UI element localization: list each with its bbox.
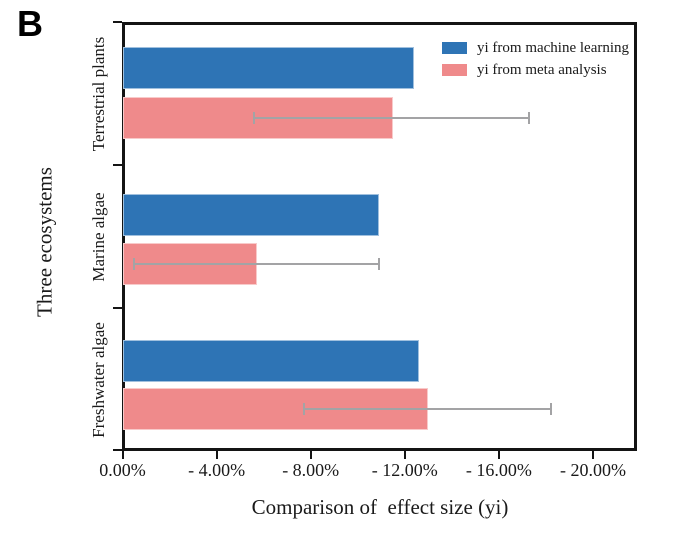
x-tick-label-16: - 16.00% [465, 460, 532, 480]
x-tick-mark-8 [309, 451, 312, 459]
bar-freshwater-algae-yi-from-meta-analysis [122, 388, 429, 430]
error-bar-marine-algae [134, 263, 379, 265]
plot-area-border [122, 22, 637, 451]
x-tick-label-12: - 12.00% [371, 460, 438, 480]
error-bar-cap-terrestrial-plants-high [528, 112, 531, 124]
bar-terrestrial-plants-yi-from-machine-learning [122, 47, 415, 89]
error-bar-cap-marine-algae-low [133, 258, 136, 270]
x-tick-label-0: 0.00% [99, 460, 146, 480]
x-tick-mark-20 [591, 451, 594, 459]
x-tick-label-4: - 4.00% [188, 460, 246, 480]
error-bar-cap-freshwater-algae-high [549, 403, 552, 415]
x-tick-mark-4 [215, 451, 218, 459]
legend: yi from machine learning yi from meta an… [442, 39, 630, 85]
y-category-label-freshwater-algae: Freshwater algae [89, 321, 108, 438]
legend-item-meta-analysis: yi from meta analysis [442, 61, 629, 78]
legend-label-meta-analysis: yi from meta analysis [477, 61, 607, 78]
x-tick-label-8: - 8.00% [282, 460, 340, 480]
y-axis-title: Three ecosystems [32, 167, 57, 317]
error-bar-cap-marine-algae-high [377, 258, 380, 270]
x-tick-mark-12 [403, 451, 406, 459]
x-axis-title: Comparison of effect size (yi) [251, 495, 509, 519]
bar-marine-algae-yi-from-machine-learning [122, 194, 379, 236]
y-tick-mark-2 [112, 307, 122, 309]
legend-label-machine-learning: yi from machine learning [477, 39, 630, 56]
legend-swatch-meta-analysis [442, 64, 467, 76]
error-bar-cap-terrestrial-plants-low [253, 112, 256, 124]
panel-label: B [17, 3, 43, 44]
y-tick-mark-0 [112, 21, 122, 23]
error-bar-cap-freshwater-algae-low [302, 403, 305, 415]
x-tick-label-20: - 20.00% [559, 460, 626, 480]
legend-swatch-machine-learning [442, 42, 467, 54]
x-tick-mark-16 [497, 451, 500, 459]
y-tick-mark-1 [112, 164, 122, 166]
legend-item-machine-learning: yi from machine learning [442, 39, 630, 56]
y-category-label-marine-algae: Marine algae [89, 191, 108, 282]
error-bar-terrestrial-plants [254, 117, 530, 119]
y-tick-mark-3 [112, 449, 122, 451]
bar-freshwater-algae-yi-from-machine-learning [122, 340, 419, 382]
x-tick-mark-0 [121, 451, 124, 459]
y-category-label-terrestrial-plants: Terrestrial plants [89, 36, 108, 151]
error-bar-freshwater-algae [303, 408, 551, 410]
